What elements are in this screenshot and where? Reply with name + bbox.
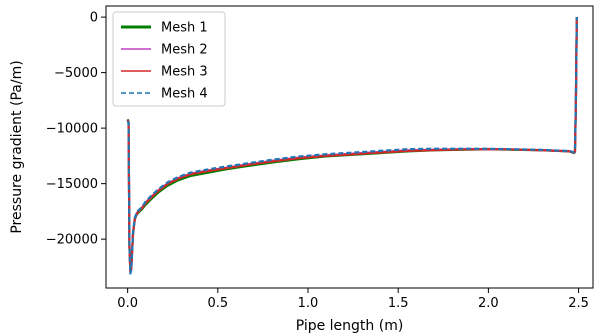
x-tick-label: 0.5 — [207, 296, 228, 311]
y-axis: 0 −5000 −10000 −15000 −20000 — [46, 11, 106, 248]
legend-label: Mesh 4 — [161, 87, 208, 102]
legend: Mesh 1 Mesh 2 Mesh 3 Mesh 4 — [112, 11, 226, 107]
series-line — [126, 17, 578, 273]
legend-label: Mesh 3 — [161, 65, 208, 80]
x-tick-label: 2.0 — [478, 296, 499, 311]
plot-frame — [105, 5, 594, 289]
legend-box — [112, 11, 226, 107]
x-tick-label: 2.5 — [568, 296, 589, 311]
x-axis-label: Pipe length (m) — [296, 318, 404, 334]
y-tick-label: 0 — [90, 11, 98, 26]
y-tick-label: −20000 — [46, 233, 98, 248]
x-tick-label: 1.5 — [388, 296, 409, 311]
y-tick-label: −5000 — [54, 66, 98, 81]
y-tick-label: −10000 — [46, 122, 98, 137]
x-tick-label: 1.0 — [298, 296, 319, 311]
plot-area — [126, 17, 578, 275]
x-axis: 0.0 0.5 1.0 1.5 2.0 2.5 — [117, 288, 589, 311]
y-axis-label: Pressure gradient (Pa/m) — [9, 60, 25, 233]
y-tick-label: −15000 — [46, 177, 98, 192]
x-tick-label: 0.0 — [117, 296, 138, 311]
legend-label: Mesh 2 — [161, 43, 208, 58]
legend-label: Mesh 1 — [161, 21, 208, 36]
